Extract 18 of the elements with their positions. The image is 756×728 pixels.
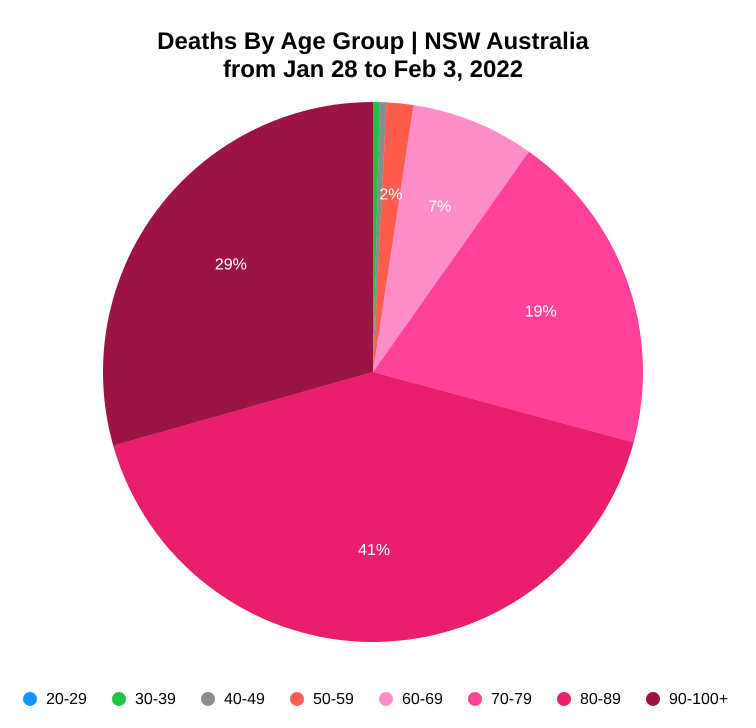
legend-label: 30-39 <box>135 691 176 708</box>
chart-title: Deaths By Age Group | NSW Australia <box>157 28 590 55</box>
data-label: 41% <box>358 542 390 560</box>
legend-label: 70-79 <box>491 691 532 708</box>
pie-slice <box>103 102 373 446</box>
legend-label: 80-89 <box>580 691 622 708</box>
data-label: 19% <box>524 304 557 321</box>
legend-label: 40-49 <box>224 691 266 708</box>
data-label: 29% <box>214 256 247 274</box>
legend-label: 50-59 <box>313 691 354 708</box>
chart-subtitle: from Jan 28 to Feb 3, 2022 <box>222 56 524 83</box>
pie-slice <box>113 372 634 642</box>
pie-slice <box>373 152 643 442</box>
data-label: 7% <box>428 198 452 216</box>
legend-label: 90-100+ <box>669 691 728 708</box>
legend-label: 60-69 <box>402 691 444 708</box>
pie-slice <box>373 102 414 372</box>
legend-label: 20-29 <box>46 691 88 708</box>
